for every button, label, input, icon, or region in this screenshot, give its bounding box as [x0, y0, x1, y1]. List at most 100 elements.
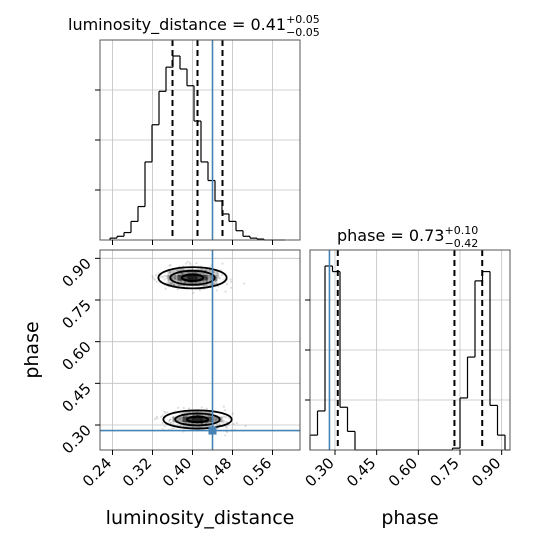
scatter-point	[225, 283, 229, 286]
scatter-point	[195, 281, 198, 285]
phase-vs-luminosity-distance-panel: 0.24 0.32 0.40 0.48 0.56 0.30 0.45 0.60 0.75 0.90	[58, 249, 301, 490]
ticks	[95, 89, 273, 245]
quantile-lines	[171, 40, 224, 240]
scatter-point	[217, 274, 220, 277]
scatter-point	[180, 272, 183, 275]
quantile-lines	[328, 250, 484, 450]
scatter-point	[165, 276, 168, 280]
scatter-point	[172, 422, 175, 425]
contour-line	[174, 412, 221, 427]
scatter-point	[187, 422, 190, 425]
scatter-point	[224, 290, 227, 293]
density-cell	[167, 269, 178, 275]
x-tick-label: 0.24	[79, 454, 115, 490]
scatter-point	[167, 419, 171, 423]
scatter-point	[187, 407, 191, 410]
scatter-point	[172, 271, 175, 274]
contour-line	[180, 273, 205, 283]
scatter-point	[201, 273, 205, 276]
grid	[310, 250, 510, 450]
ticks: 0.24 0.32 0.40 0.48 0.56 0.30 0.45 0.60 0.75 0.90	[58, 254, 275, 490]
scatter-point	[163, 425, 166, 428]
scatter-point	[153, 417, 157, 421]
scatter-point	[222, 405, 225, 408]
scatter-point	[163, 410, 166, 413]
scatter-point	[172, 416, 175, 419]
scatter-point	[222, 420, 226, 423]
density-cell	[172, 416, 183, 423]
scatter-point	[163, 278, 166, 281]
contour-line	[162, 409, 233, 430]
scatter-point	[215, 423, 218, 426]
scatter-point	[220, 273, 223, 276]
scatter-point	[205, 407, 208, 410]
y-tick-label: 0.45	[58, 379, 94, 415]
scatter-point	[209, 277, 213, 280]
phase-histogram-panel: 0.30 0.45 0.60 0.75 0.90 phase = 0.73+0.10 −0…	[301, 224, 511, 490]
scatter-point	[164, 287, 167, 290]
scatter-point	[183, 281, 187, 284]
scatter-point	[176, 269, 179, 272]
scatter-point	[226, 431, 229, 434]
scatter-point	[187, 271, 190, 274]
scatter-point	[180, 280, 183, 284]
x-tick-label: 0.40	[159, 454, 195, 490]
scatter-point	[214, 279, 218, 282]
scatter-point	[188, 261, 191, 264]
x-tick-label: 0.32	[119, 454, 155, 490]
scatter-point	[229, 280, 233, 283]
scatter-point	[171, 275, 174, 278]
histogram	[109, 55, 285, 241]
scatter-point	[166, 411, 169, 414]
truth-marker	[208, 426, 217, 435]
scatter-point	[179, 417, 182, 420]
scatter-point	[189, 281, 192, 284]
histogram	[309, 265, 510, 451]
x-tick-label: 0.45	[343, 454, 379, 490]
scatter-point	[195, 262, 198, 265]
panel-frame	[99, 249, 301, 451]
x-tick-label: 0.48	[199, 454, 235, 490]
x-tick-label: 0.90	[468, 454, 504, 490]
scatter-point	[161, 428, 164, 431]
scatter-point	[174, 277, 177, 281]
scatter-point	[155, 415, 158, 418]
scatter-point	[183, 281, 186, 284]
scatter-point	[170, 281, 174, 285]
scatter-point	[169, 421, 173, 424]
scatter-point	[168, 264, 171, 267]
scatter-point	[160, 415, 163, 418]
scatter-point	[217, 272, 220, 275]
phase-title: phase = 0.73+0.10 −0.42	[337, 224, 478, 250]
scatter-point	[213, 419, 217, 422]
scatter-point	[197, 267, 200, 271]
scatter-point	[173, 276, 176, 280]
scatter-point	[192, 271, 195, 274]
scatter-point	[218, 277, 221, 280]
scatter-point	[225, 426, 228, 429]
scatter-point	[243, 282, 246, 285]
title-main: luminosity_distance = 0.41	[68, 15, 286, 35]
title-upper-error: +0.10	[444, 224, 478, 237]
y-tick-label: 0.60	[58, 338, 94, 374]
x-tick-label: 0.30	[301, 454, 337, 490]
scatter-point	[224, 415, 228, 419]
y-axis-label-phase: phase	[21, 321, 43, 378]
scatter-point	[232, 422, 235, 425]
scatter-point	[214, 419, 218, 422]
scatter-point	[186, 260, 189, 263]
scatter-point	[161, 414, 164, 417]
scatter-point	[209, 275, 212, 279]
scatter-point	[168, 271, 172, 274]
scatter-point	[185, 262, 188, 265]
scatter-point	[169, 418, 172, 421]
scatter-point	[181, 272, 184, 276]
scatter-point	[176, 288, 179, 291]
scatter-point	[208, 270, 211, 273]
scatter-point	[180, 272, 183, 275]
truth-lines	[100, 250, 300, 450]
scatter-point	[216, 417, 219, 420]
scatter-point	[197, 271, 200, 275]
scatter-point	[216, 276, 219, 279]
